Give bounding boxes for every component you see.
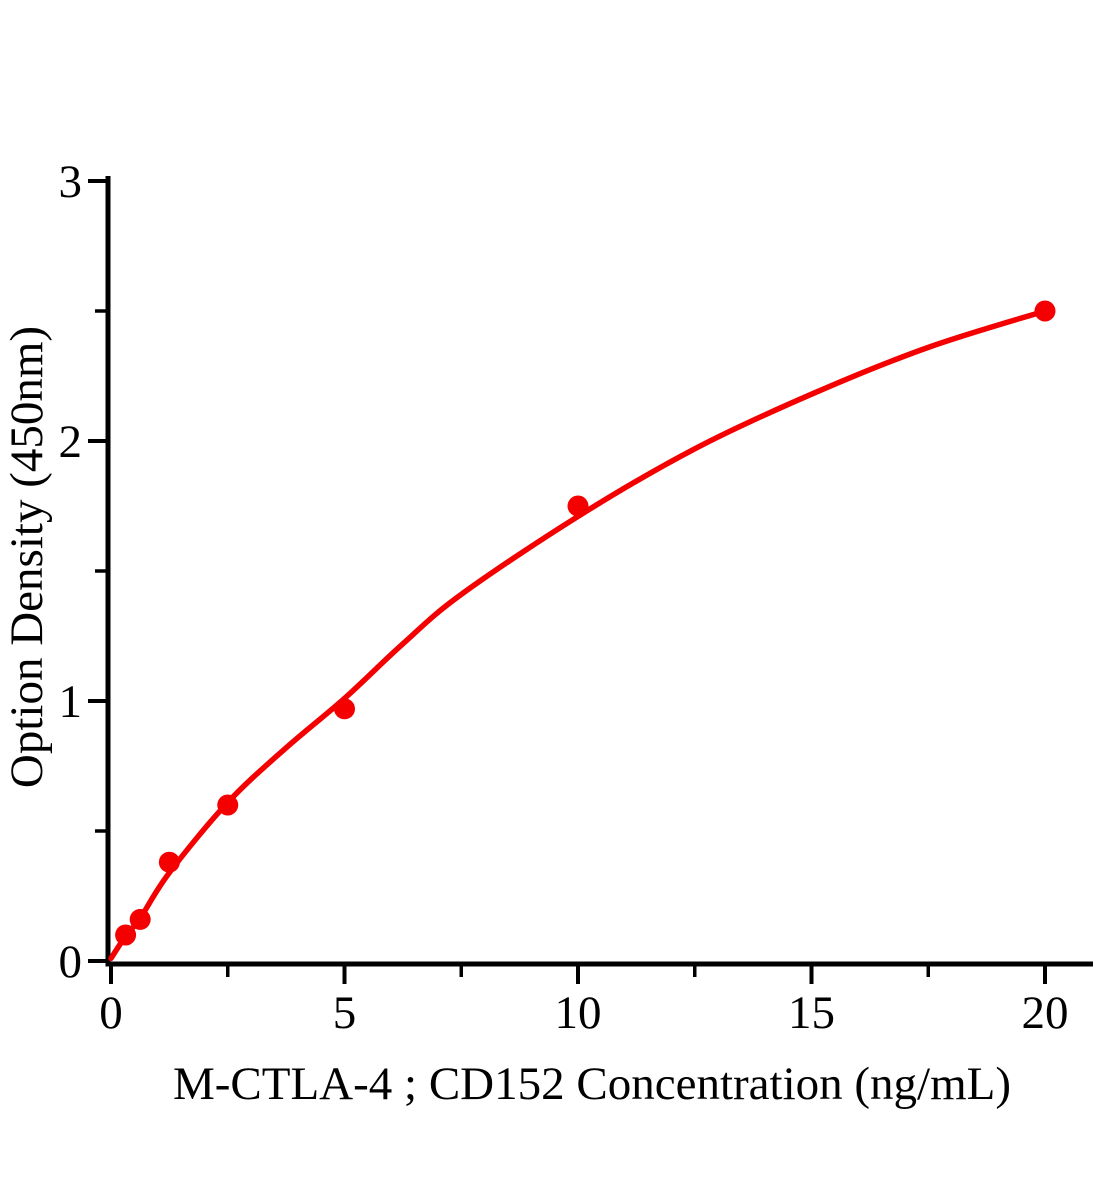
data-point (115, 924, 137, 946)
data-point (217, 794, 239, 816)
x-axis-tick-label: 10 (555, 987, 602, 1039)
x-axis-title: M-CTLA-4 ; CD152 Concentration (ng/mL) (173, 1058, 1011, 1110)
x-axis-tick-label: 0 (99, 987, 123, 1039)
data-point (158, 851, 180, 873)
y-axis-tick-label: 0 (59, 936, 83, 988)
x-axis-tick-label: 5 (333, 987, 357, 1039)
data-point (567, 495, 589, 517)
data-point (334, 698, 355, 720)
x-axis-tick-label: 20 (1022, 987, 1069, 1039)
x-axis-tick-label: 15 (788, 987, 835, 1039)
y-axis-tick-label: 2 (59, 416, 83, 468)
y-axis-tick-label: 1 (59, 676, 83, 728)
data-point (129, 908, 151, 930)
fit-curve-line (108, 308, 1048, 962)
y-axis-title: Option Density (450nm) (1, 326, 53, 788)
y-axis-tick-label: 3 (59, 156, 83, 208)
data-point (1034, 300, 1056, 322)
